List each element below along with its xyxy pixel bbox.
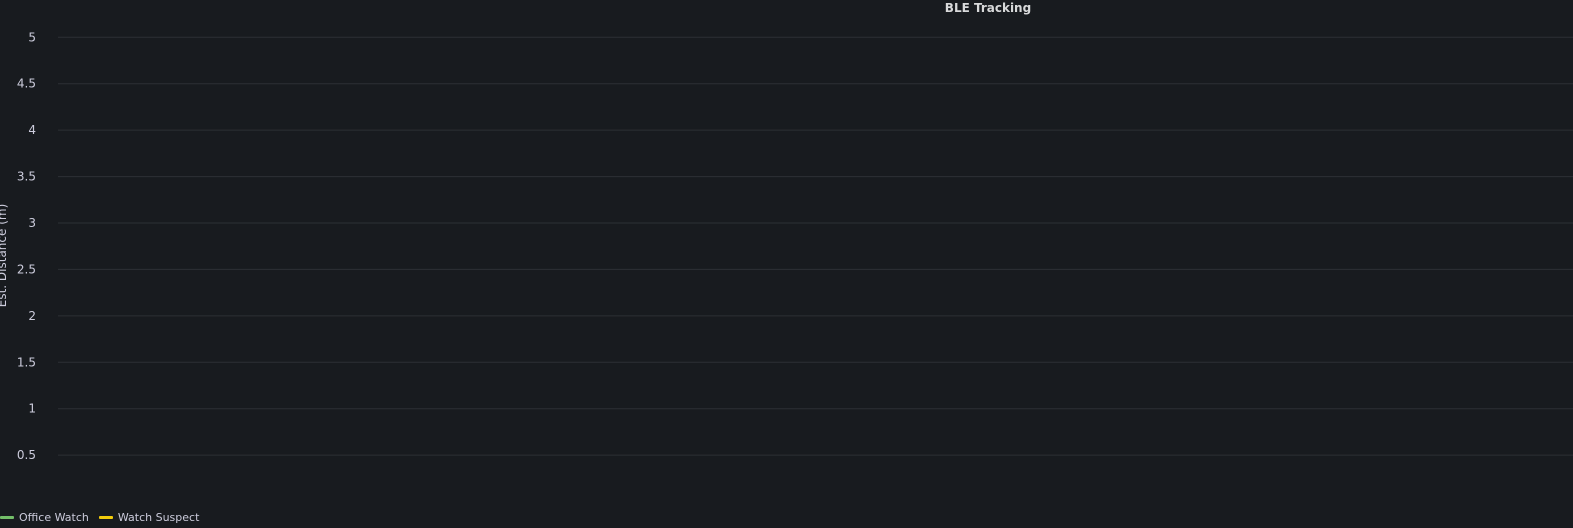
y-axis-label: Est. Distance (m) [0, 204, 9, 308]
y-tick-label: 4.5 [17, 77, 36, 91]
y-tick-label: 2.5 [17, 262, 36, 276]
y-tick-label: 1.5 [17, 355, 36, 369]
legend-item-office-watch[interactable]: Office Watch [0, 511, 89, 524]
y-axis: 0.5 1 1.5 2 2.5 3 3.5 4 4.5 5 [17, 30, 36, 462]
legend: Office Watch Watch Suspect [0, 509, 209, 525]
y-tick-label: 4 [28, 123, 36, 137]
grid [58, 36, 1573, 456]
y-tick-label: 2 [28, 309, 36, 323]
y-tick-label: 1 [28, 402, 36, 416]
y-tick-label: 3.5 [17, 170, 36, 184]
panel-title[interactable]: BLE Tracking [944, 1, 1032, 15]
legend-item-watch-suspect[interactable]: Watch Suspect [98, 510, 200, 524]
y-tick-label: 3 [28, 216, 36, 230]
y-tick-label: 0.5 [17, 448, 36, 462]
legend-label-watch-suspect: Watch Suspect [117, 510, 200, 524]
y-tick-label: 5 [28, 30, 36, 44]
legend-label-office-watch: Office Watch [19, 510, 89, 524]
legend-swatch-office-watch [0, 515, 14, 519]
legend-swatch-watch-suspect [98, 515, 113, 519]
